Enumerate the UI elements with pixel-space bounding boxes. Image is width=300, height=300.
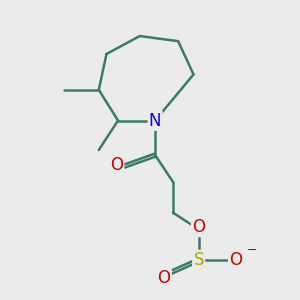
Text: O: O <box>192 218 205 236</box>
Text: O: O <box>110 156 123 174</box>
Text: O: O <box>158 269 171 287</box>
Text: N: N <box>149 112 161 130</box>
Text: O: O <box>229 251 242 269</box>
Text: S: S <box>194 251 204 269</box>
Text: −: − <box>246 244 257 257</box>
